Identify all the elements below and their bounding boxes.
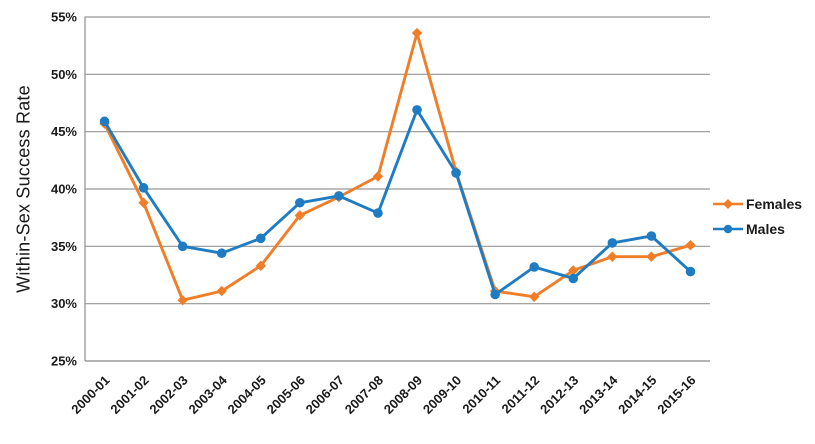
legend-item-males: Males [712,221,802,237]
marker-males [216,248,227,259]
legend-item-females: Females [712,196,802,212]
x-tick-label: 2011-12 [498,373,542,417]
x-tick-label: 2013-14 [576,372,621,417]
x-tick-label: 2012-13 [537,373,581,417]
y-tick-label: 40% [51,182,77,197]
marker-females [372,171,384,182]
series-line-females [103,31,692,302]
x-tick-label: 2006-07 [303,373,347,417]
x-tick-label: 2000-01 [68,373,112,417]
legend-swatch-females-icon [713,199,743,209]
y-tick-label: 50% [51,67,77,82]
marker-males [685,266,696,277]
marker-males [451,168,461,178]
marker-males [490,289,500,300]
y-axis-title: Within-Sex Success Rate [13,85,34,293]
marker-females [529,291,540,302]
marker-males [138,183,149,193]
x-tick-label: 2003-04 [185,372,230,417]
marker-males [646,231,657,241]
y-tick-label: 45% [51,124,77,139]
marker-males [99,116,110,127]
marker-males [334,191,344,201]
x-tick-label: 2005-06 [264,373,308,417]
marker-males [607,238,618,248]
series-line-males [103,108,692,296]
x-tick-label: 2002-03 [146,373,190,417]
marker-females [646,251,657,262]
y-tick-label: 55% [51,10,77,25]
marker-males [255,233,266,244]
legend-label-males: Males [746,221,785,237]
marker-males [412,105,422,115]
marker-males [568,273,579,284]
marker-males [177,241,188,252]
y-tick-label: 35% [51,239,77,254]
x-tick-label: 2001-02 [107,373,151,417]
marker-males [529,262,540,272]
marker-females [255,260,266,272]
marker-females [685,239,696,251]
y-tick-label: 25% [51,354,77,369]
y-tick-label: 30% [51,296,77,311]
marker-females [568,265,579,276]
marker-females [411,27,423,39]
marker-females [607,251,618,262]
x-tick-label: 2009-10 [420,373,464,417]
x-tick-label: 2010-11 [459,373,503,417]
legend-swatch-males-icon [713,224,743,234]
marker-males [373,208,383,218]
marker-females [138,197,149,208]
marker-females [216,285,227,297]
x-tick-label: 2008-09 [381,373,425,417]
marker-males [295,197,305,208]
x-tick-label: 2004-05 [225,373,269,417]
x-tick-label: 2014-15 [615,373,659,417]
legend: Females Males [712,196,802,237]
x-tick-label: 2015-16 [654,373,698,417]
marker-females [177,295,188,306]
marker-females [294,210,306,221]
legend-label-females: Females [746,196,803,212]
x-tick-label: 2007-08 [342,373,386,417]
